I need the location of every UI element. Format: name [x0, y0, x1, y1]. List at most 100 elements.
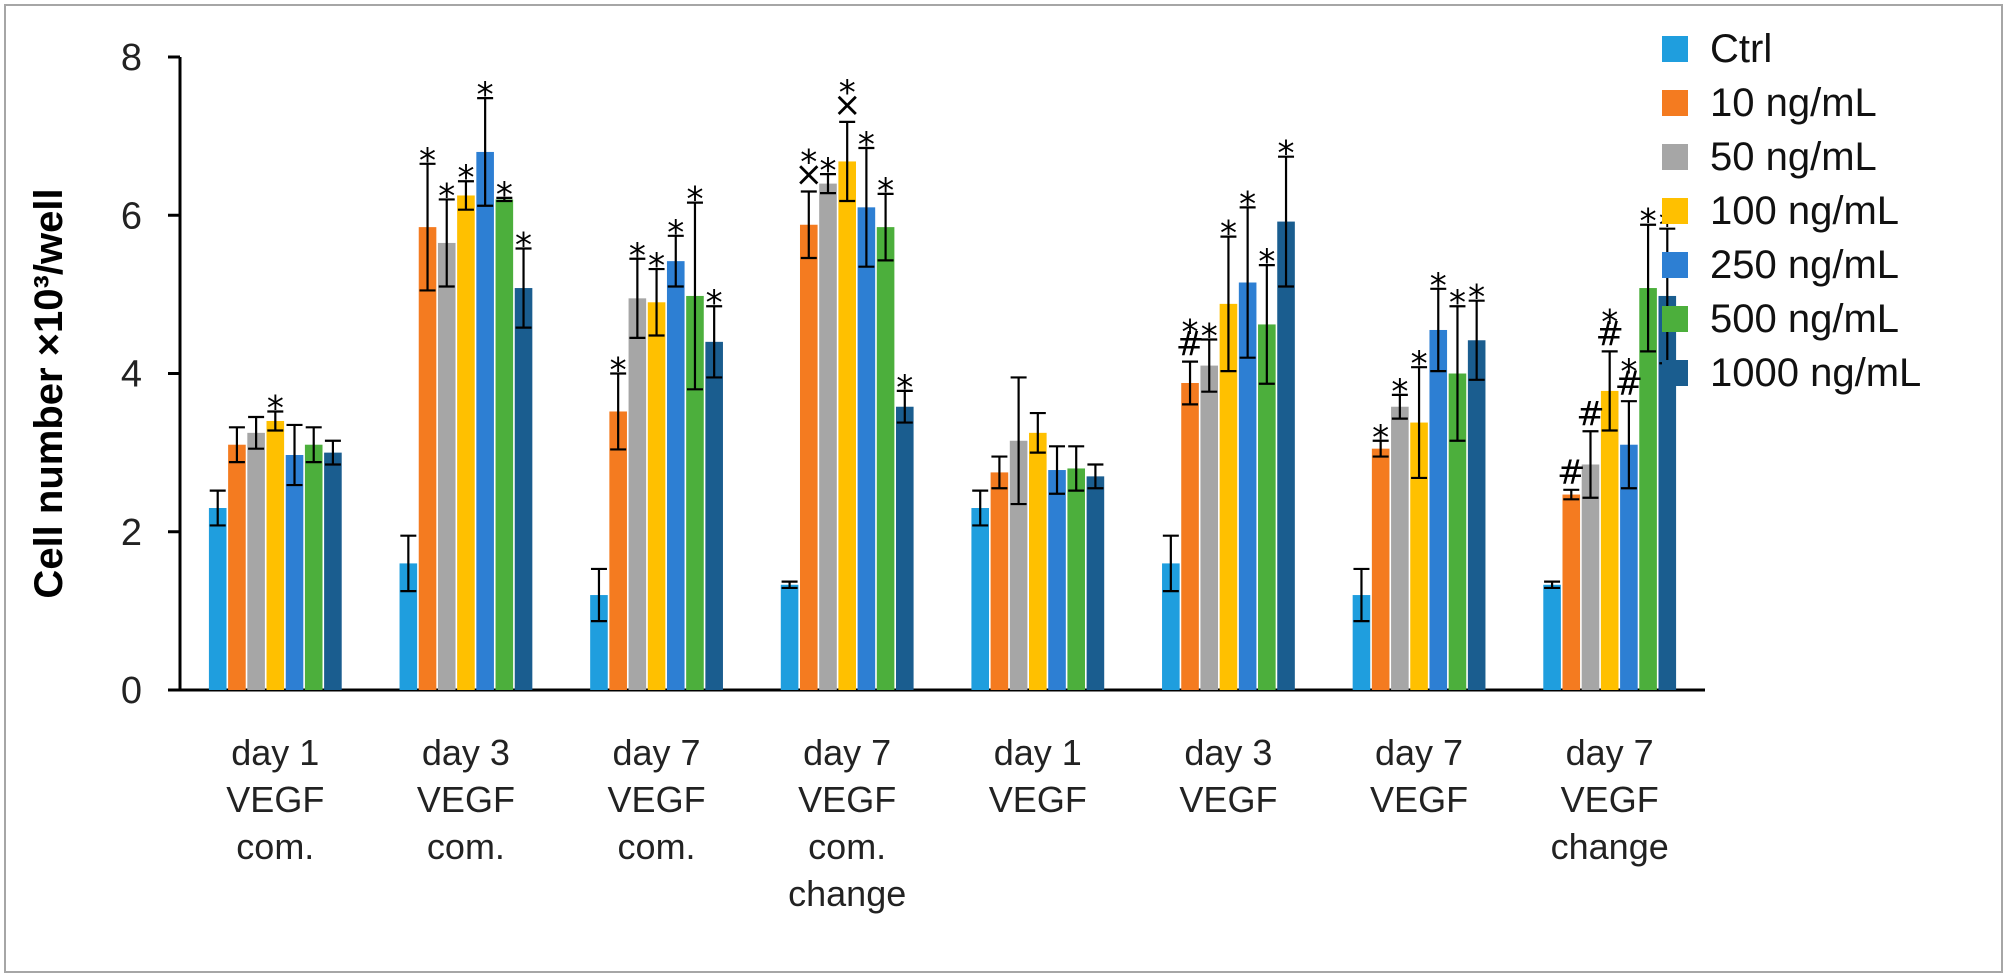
bar	[1238, 282, 1257, 690]
significance-star: *	[686, 180, 703, 220]
bar	[208, 508, 227, 690]
bar	[1181, 382, 1199, 690]
bar	[1658, 295, 1677, 690]
y-tick-label: 6	[121, 195, 142, 237]
category-label: com.	[236, 826, 314, 867]
bar	[1429, 329, 1448, 690]
legend-label: 100 ng/mL	[1710, 189, 1899, 233]
bar	[1371, 448, 1390, 690]
significance-star: *	[267, 388, 284, 428]
significance-star: *	[896, 368, 913, 408]
legend-swatch	[1662, 144, 1688, 170]
legend-swatch	[1662, 198, 1688, 224]
bar	[666, 261, 685, 690]
significance-star: *	[1239, 184, 1256, 224]
significance-star: *	[1430, 266, 1447, 306]
bar	[1467, 340, 1486, 690]
legend-label: 1000 ng/mL	[1710, 351, 1921, 395]
category-label: VEGF	[1370, 779, 1468, 820]
significance-hash: #	[1557, 453, 1586, 493]
category-label: change	[788, 873, 906, 914]
category-label: day 3	[422, 732, 510, 773]
category-label: VEGF	[798, 779, 896, 820]
bar	[514, 288, 533, 690]
bar	[1410, 422, 1428, 690]
y-tick-label: 0	[121, 670, 142, 712]
significance-cross: ×	[833, 85, 862, 125]
bar	[418, 227, 437, 690]
category-label: com.	[618, 826, 696, 867]
category-label: day 7	[1566, 732, 1654, 773]
bar	[457, 195, 475, 690]
bar	[399, 563, 418, 690]
bar	[799, 224, 818, 690]
bar	[304, 444, 323, 690]
category-label: day 3	[1184, 732, 1272, 773]
significance-star: *	[1468, 278, 1485, 318]
significance-star: *	[1258, 242, 1275, 282]
bar	[1562, 494, 1581, 690]
significance-cross: ×	[795, 155, 824, 195]
bar	[1086, 476, 1105, 690]
legend: Ctrl 10 ng/mL 50 ng/mL 100 ng/mL 250 ng/mL 50…	[1662, 27, 1921, 395]
bar	[705, 341, 723, 690]
bar	[609, 411, 627, 690]
bar	[1162, 563, 1180, 690]
significance-star: *	[496, 175, 513, 215]
significance-star: *	[706, 283, 723, 323]
significance-star: *	[667, 213, 684, 253]
significance-star: *	[1220, 214, 1237, 254]
bar	[1639, 288, 1657, 690]
significance-star: *	[1449, 283, 1466, 323]
category-label: VEGF	[226, 779, 324, 820]
category-label: VEGF	[1179, 779, 1277, 820]
category-label: VEGF	[1561, 779, 1659, 820]
significance-star: *	[800, 143, 817, 183]
bar	[285, 454, 304, 690]
bar	[476, 151, 494, 690]
bar	[780, 584, 799, 690]
category-label: com.	[427, 826, 505, 867]
bar	[857, 207, 876, 690]
legend-label: 250 ng/mL	[1710, 243, 1899, 287]
category-labels: day 1 VEGF com. day 3 VEGF com. day 7 VEGF com. d…	[226, 732, 1668, 914]
significance-hash: #	[1176, 325, 1205, 365]
y-axis-label: Cell number ×10³/well	[27, 188, 71, 598]
bar	[1543, 584, 1561, 690]
significance-star: *	[438, 176, 455, 216]
category-label: VEGF	[417, 779, 515, 820]
bar	[819, 183, 837, 690]
bar	[895, 406, 914, 690]
bar	[1200, 365, 1219, 690]
bar	[247, 432, 265, 690]
category-label: VEGF	[989, 779, 1087, 820]
bar	[1048, 470, 1066, 690]
significance-star: *	[1411, 344, 1428, 384]
bar	[1620, 444, 1638, 690]
bar	[1352, 595, 1371, 690]
significance-hash: #	[1615, 364, 1644, 404]
category-label: day 7	[613, 732, 701, 773]
significance-star: *	[1182, 313, 1199, 353]
error-bars	[209, 97, 1676, 623]
bar	[437, 242, 456, 690]
significance-star: *	[419, 141, 436, 181]
legend-label: 500 ng/mL	[1710, 297, 1899, 341]
significance-hash: #	[1595, 314, 1624, 354]
significance-star: *	[1278, 134, 1295, 174]
bar	[838, 161, 856, 690]
significance-star: *	[1620, 352, 1637, 392]
bar	[1448, 373, 1467, 690]
y-tick-label: 2	[121, 512, 142, 554]
legend-label: 50 ng/mL	[1710, 135, 1877, 179]
bar	[628, 298, 647, 690]
significance-hash: #	[1576, 394, 1605, 434]
legend-label: Ctrl	[1710, 27, 1772, 71]
category-label: day 1	[994, 732, 1082, 773]
bar	[590, 595, 608, 690]
category-label: day 1	[231, 732, 319, 773]
legend-swatch	[1662, 306, 1688, 332]
y-tick-label: 4	[121, 354, 142, 396]
significance-star: *	[819, 151, 836, 191]
significance-star: *	[648, 246, 665, 286]
